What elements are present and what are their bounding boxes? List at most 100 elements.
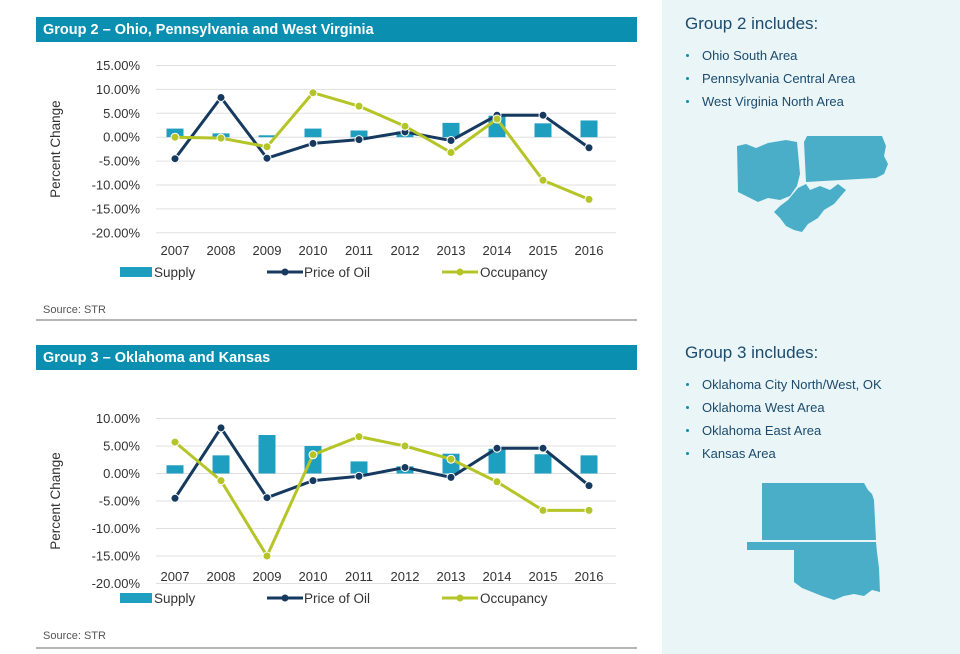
x-tick-label: 2013 xyxy=(437,243,466,258)
kansas-shape xyxy=(762,483,876,540)
ohio-shape xyxy=(737,140,800,202)
y-tick-label: 0.00% xyxy=(103,130,140,145)
group-2-info: Group 2 includes: Ohio South Area Pennsy… xyxy=(685,14,855,113)
occupancy-point xyxy=(170,132,180,142)
supply-bar xyxy=(580,120,598,138)
occupancy-point xyxy=(584,505,594,515)
west-virginia-shape xyxy=(774,184,846,232)
list-item: Oklahoma West Area xyxy=(685,396,882,419)
x-tick-label: 2009 xyxy=(253,569,282,584)
legend-oil-marker xyxy=(281,268,289,276)
chart-source: Source: STR xyxy=(43,304,106,316)
occupancy-point xyxy=(262,142,272,152)
y-tick-label: 15.00% xyxy=(96,58,141,73)
oil-point xyxy=(308,476,318,486)
supply-bar xyxy=(350,461,368,474)
occupancy-point xyxy=(216,133,226,143)
group-3-info: Group 3 includes: Oklahoma City North/We… xyxy=(685,343,882,465)
x-tick-label: 2010 xyxy=(299,569,328,584)
oil-point xyxy=(354,471,364,481)
supply-bar xyxy=(488,448,506,474)
y-axis-label: Percent Change xyxy=(48,100,63,198)
x-tick-label: 2010 xyxy=(299,243,328,258)
group-3-list: Oklahoma City North/West, OK Oklahoma We… xyxy=(685,373,882,465)
oil-point xyxy=(492,443,502,453)
occupancy-point xyxy=(492,477,502,487)
legend-occupancy-marker xyxy=(456,594,464,602)
occupancy-point xyxy=(400,441,410,451)
x-tick-label: 2014 xyxy=(483,243,512,258)
chart-source: Source: STR xyxy=(43,630,106,642)
y-tick-label: 10.00% xyxy=(96,411,141,426)
ohio-pennsylvania-west-virginia-map-icon xyxy=(737,136,888,232)
oil-point xyxy=(400,462,410,472)
x-tick-label: 2014 xyxy=(483,569,512,584)
y-tick-label: -20.00% xyxy=(92,225,141,240)
supply-bar xyxy=(580,455,598,474)
chart-group-2: 15.00% 10.00% 5.00% 0.00% -5.00% -10.00% -15.0… xyxy=(48,58,616,280)
y-tick-label: 5.00% xyxy=(103,106,140,121)
list-item: Oklahoma City North/West, OK xyxy=(685,373,882,396)
y-tick-label: -5.00% xyxy=(99,154,141,169)
x-tick-label: 2008 xyxy=(207,243,236,258)
occupancy-point xyxy=(308,450,318,460)
x-tick-label: 2015 xyxy=(529,243,558,258)
y-axis-label: Percent Change xyxy=(48,452,63,550)
supply-bar xyxy=(442,122,460,138)
supply-bar xyxy=(166,465,184,474)
oil-point xyxy=(216,93,226,103)
y-tick-label: -10.00% xyxy=(92,521,141,536)
chart-group-3: 10.00% 5.00% 0.00% -5.00% -10.00% -15.00% -20.… xyxy=(48,411,616,606)
supply-bar xyxy=(258,435,276,474)
oil-point xyxy=(262,153,272,163)
occupancy-point xyxy=(446,454,456,464)
y-tick-label: -5.00% xyxy=(99,494,141,509)
occupancy-line xyxy=(174,435,589,558)
legend-oil-label: Price of Oil xyxy=(304,265,370,280)
oil-point xyxy=(170,154,180,164)
supply-bar xyxy=(304,128,322,138)
y-tick-label: -15.00% xyxy=(92,549,141,564)
oklahoma-kansas-map-icon xyxy=(747,483,880,600)
occupancy-point xyxy=(400,121,410,131)
chart-title: Group 2 – Ohio, Pennsylvania and West Vi… xyxy=(36,17,637,42)
x-tick-label: 2015 xyxy=(529,569,558,584)
oil-line xyxy=(173,426,590,500)
list-item: Ohio South Area xyxy=(685,44,855,67)
supply-bar xyxy=(258,135,276,138)
oil-point xyxy=(354,135,364,145)
sidebar: Group 2 includes: Ohio South Area Pennsy… xyxy=(662,0,960,654)
legend-supply-swatch xyxy=(120,593,152,603)
occupancy-point xyxy=(584,194,594,204)
occupancy-point xyxy=(354,432,364,442)
oil-point xyxy=(584,481,594,491)
x-tick-label: 2007 xyxy=(161,569,190,584)
occupancy-line xyxy=(174,91,590,201)
supply-bar xyxy=(534,454,552,474)
x-tick-label: 2011 xyxy=(345,569,373,584)
oil-point xyxy=(446,136,456,146)
x-tick-label: 2011 xyxy=(345,243,373,258)
occupancy-point xyxy=(354,101,364,111)
oil-point xyxy=(538,110,548,120)
x-tick-label: 2012 xyxy=(391,243,420,258)
chart-panel-group-3: Group 3 – Oklahoma and Kansas 10.00% 5.00… xyxy=(36,345,637,649)
y-tick-label: -10.00% xyxy=(92,178,141,193)
occupancy-point xyxy=(216,476,226,486)
pennsylvania-shape xyxy=(804,136,888,182)
oil-point xyxy=(216,423,226,433)
list-item: West Virginia North Area xyxy=(685,90,855,113)
list-item: Kansas Area xyxy=(685,442,882,465)
occupancy-point xyxy=(446,147,456,157)
y-tick-label: -20.00% xyxy=(92,576,141,591)
legend-occupancy-label: Occupancy xyxy=(480,591,548,606)
y-tick-label: 0.00% xyxy=(103,466,140,481)
legend-supply-swatch xyxy=(120,267,152,277)
group-2-list: Ohio South Area Pennsylvania Central Are… xyxy=(685,44,855,113)
oil-point xyxy=(262,493,272,503)
oil-point xyxy=(538,443,548,453)
oil-point xyxy=(308,138,318,148)
x-tick-label: 2016 xyxy=(575,569,604,584)
panel-divider xyxy=(36,647,637,649)
supply-bar xyxy=(212,455,230,474)
